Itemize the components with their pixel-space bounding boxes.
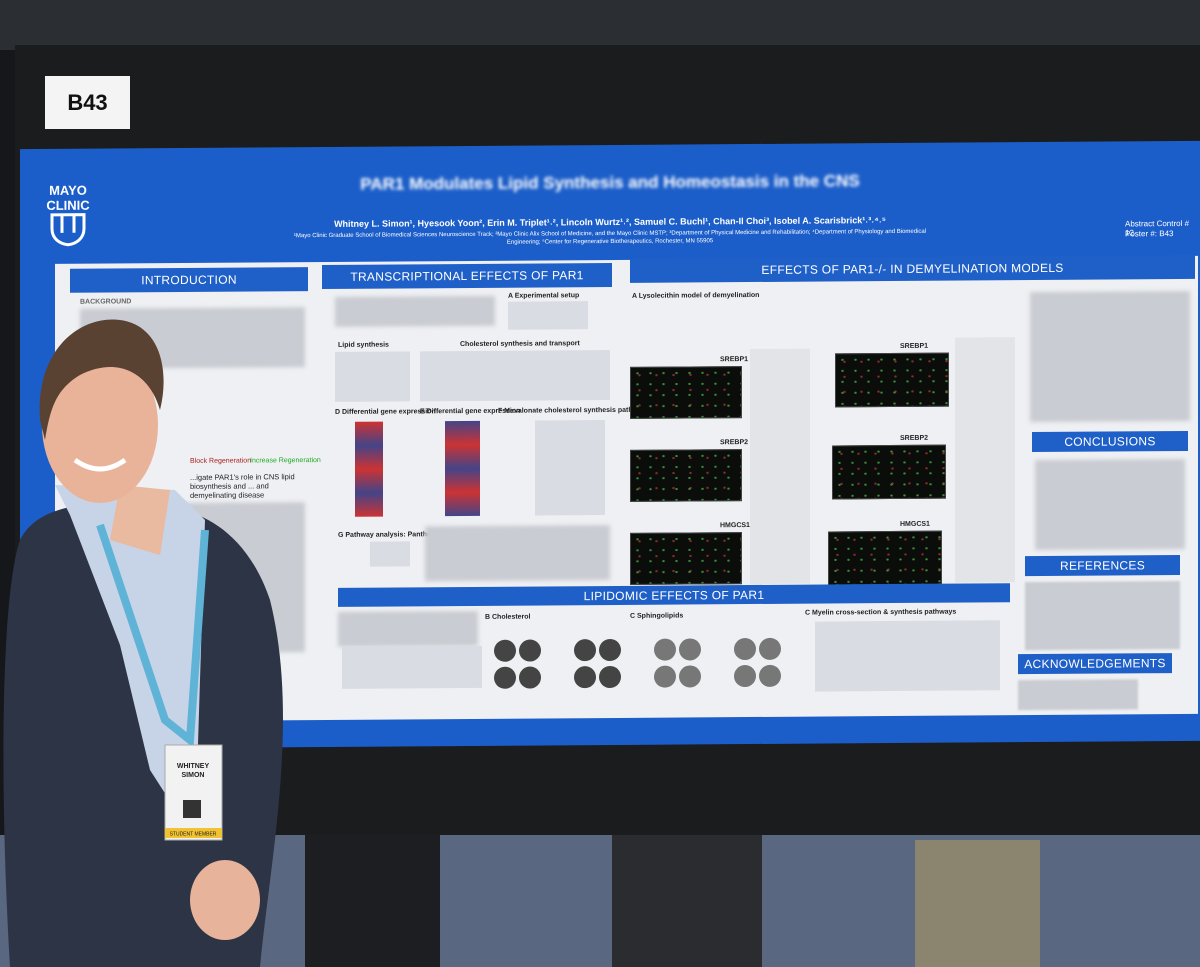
- figure: [420, 350, 610, 402]
- badge: [164, 744, 223, 841]
- panel-label: B Cholesterol: [485, 613, 531, 621]
- poster: MAYO CLINIC PAR1 Modulates Lipid Synthes…: [20, 140, 1200, 750]
- logo-line: MAYO: [49, 182, 87, 198]
- badge-name: WHITNEY: [177, 763, 210, 770]
- heatmap: [445, 420, 480, 517]
- micrograph: [832, 444, 946, 500]
- section-header: CONCLUSIONS: [1032, 430, 1188, 453]
- blurred-text: [425, 525, 610, 582]
- panel-label: SREBP1: [720, 356, 749, 364]
- blurred-text: [335, 295, 495, 327]
- background-person: [915, 840, 1040, 967]
- hair: [39, 319, 164, 440]
- figure: [335, 351, 410, 402]
- panel-label: F Mevalonate cholesterol synthesis pathw…: [498, 406, 646, 415]
- panel-label: SREBP1: [900, 342, 929, 350]
- face: [42, 347, 158, 503]
- section-header: ACKNOWLEDGEMENTS: [1018, 653, 1172, 675]
- figure: [508, 301, 588, 330]
- panel-label: A Lysolecithin model of demyelination: [632, 291, 760, 300]
- title: PAR1 Modulates Lipid Synthesis and Homeo…: [360, 171, 860, 194]
- panel-label: A Experimental setup: [508, 292, 580, 300]
- section-header: INTRODUCTION: [70, 267, 308, 293]
- pie-charts: [494, 637, 781, 689]
- panel-label: HMGCS1: [720, 522, 750, 530]
- figure: [815, 620, 1000, 692]
- section-header: REFERENCES: [1025, 555, 1180, 577]
- panel-label: Cholesterol synthesis and transport: [460, 340, 580, 349]
- figure: [535, 420, 605, 516]
- heatmap: [355, 421, 383, 517]
- badge-strip: [165, 828, 222, 838]
- panel-label: C Sphingolipids: [630, 612, 684, 620]
- background-person: [612, 835, 762, 967]
- micrograph: [630, 532, 742, 585]
- panel-label: HMGCS1: [900, 520, 930, 528]
- figure: [370, 541, 410, 567]
- micrograph: [630, 366, 742, 419]
- neck: [110, 485, 170, 555]
- poster-number: Poster #: B43: [1125, 229, 1174, 239]
- blurred-text: [1030, 290, 1190, 423]
- panel-label: SREBP2: [720, 439, 749, 447]
- bar-plots: [955, 337, 1015, 583]
- panel-label: SREBP2: [900, 434, 929, 442]
- panel-label: C Myelin cross-section & synthesis pathw…: [805, 608, 957, 617]
- badge-name: SIMON: [182, 772, 205, 779]
- booth-number: B43: [45, 76, 130, 129]
- blurred-text: [338, 610, 478, 647]
- blurred-text: [1035, 458, 1185, 551]
- hands: [190, 860, 260, 940]
- micrograph: [835, 352, 949, 408]
- figure: [342, 645, 482, 689]
- ceiling: [0, 0, 1200, 50]
- micrograph: [828, 530, 942, 586]
- section-header: EFFECTS OF PAR1-/- IN DEMYELINATION MODE…: [630, 254, 1195, 283]
- smile: [73, 457, 127, 472]
- logo-shield: [50, 213, 86, 247]
- blurred-text: [1018, 679, 1138, 711]
- badge-role: STUDENT MEMBER: [170, 831, 217, 837]
- lanyard: [96, 523, 209, 748]
- logo: MAYO CLINIC: [42, 183, 94, 250]
- person: WHITNEY SIMON STUDENT MEMBER: [3, 319, 283, 967]
- qr-code: [183, 800, 201, 818]
- micrograph: [630, 449, 742, 502]
- blurred-text: [1025, 581, 1180, 651]
- panel-label: Lipid synthesis: [338, 341, 389, 349]
- logo-line: CLINIC: [46, 197, 90, 213]
- bar-plots: [750, 348, 810, 585]
- background-person: [305, 835, 440, 967]
- affiliations: ¹Mayo Clinic Graduate School of Biomedic…: [293, 228, 927, 246]
- section-header: TRANSCRIPTIONAL EFFECTS OF PAR1: [322, 262, 612, 290]
